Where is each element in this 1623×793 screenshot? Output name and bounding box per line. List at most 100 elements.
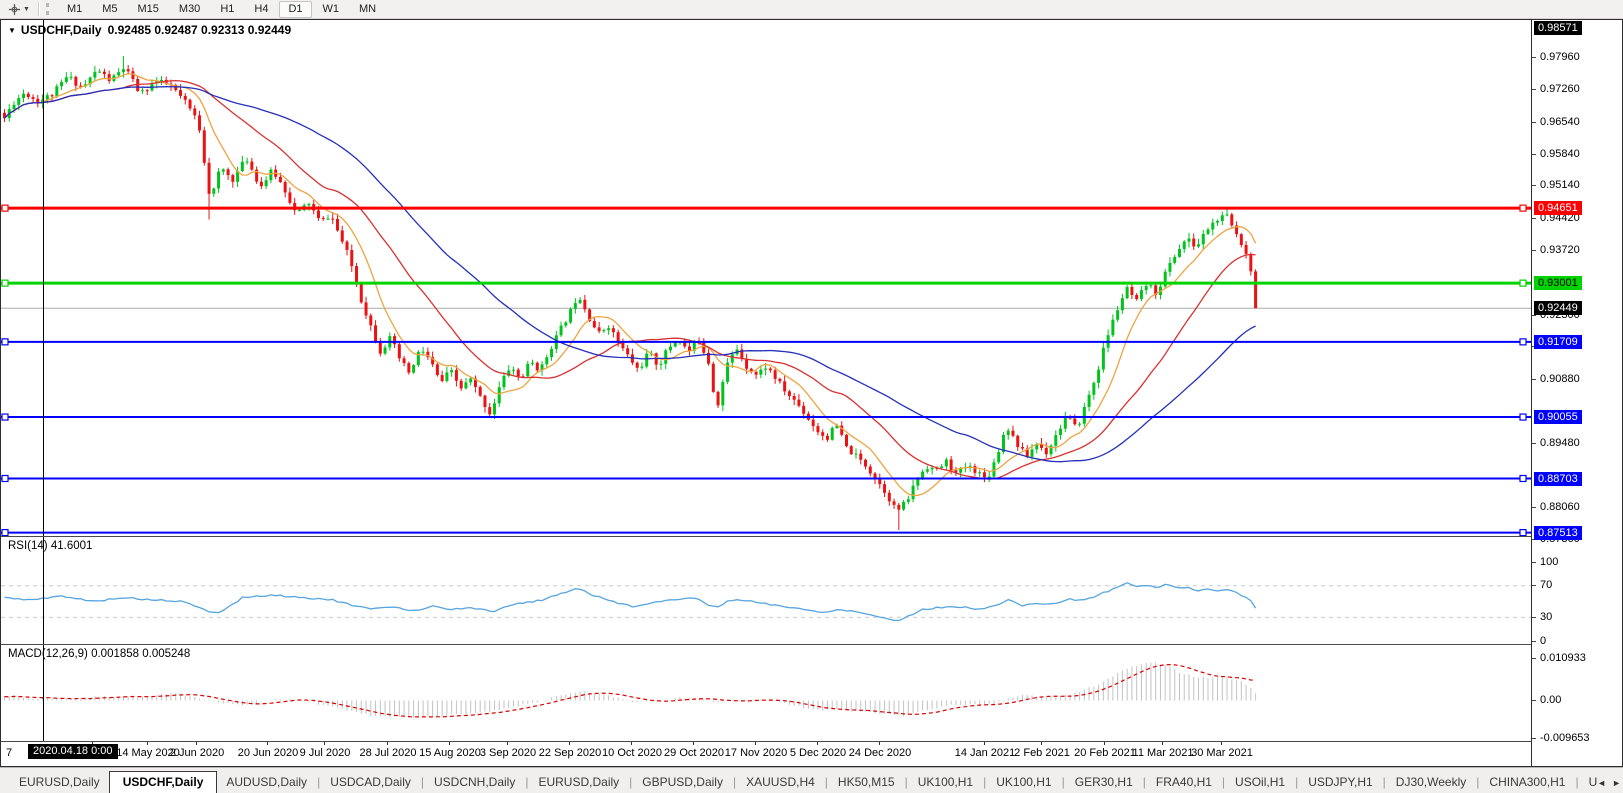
tab-separator: | — [732, 775, 737, 789]
tab-hk50-m15[interactable]: HK50,M15 — [837, 775, 895, 789]
tab-usdcnh-daily[interactable]: USDCNH,Daily — [434, 775, 516, 789]
macd-pane[interactable]: MACD(12,26,9) 0.001858 0.005248 — [1, 645, 1531, 742]
date-tick — [147, 742, 148, 745]
toolbar-grip-handle[interactable] — [45, 3, 52, 15]
date-label: 14 May 2020 — [116, 747, 180, 759]
axis-tick — [1532, 737, 1536, 739]
tab-gbpusd-daily[interactable]: GBPUSD,Daily — [642, 775, 723, 789]
axis-tick — [1532, 121, 1536, 123]
date-label: 17 Nov 2020 — [724, 747, 788, 759]
line-handle — [1, 474, 9, 483]
date-tick — [1041, 742, 1042, 745]
axis-tick — [1532, 57, 1536, 59]
line-handle — [1519, 279, 1527, 287]
chart-symbol-label: USDCHF,Daily — [20, 23, 102, 37]
tab-dj30-weekly[interactable]: DJ30,Weekly — [1395, 775, 1467, 789]
ma-52-line — [4, 86, 1256, 463]
axis-tick — [1532, 585, 1536, 587]
tab-separator: | — [1221, 775, 1226, 789]
date-label-clipped: 7 — [6, 747, 13, 759]
tab-xauusd-h4[interactable]: XAUUSD,H4 — [746, 775, 815, 789]
rsi-line — [4, 582, 1257, 622]
tab-scroll-left-icon[interactable]: ◄ — [1597, 778, 1607, 788]
price-axis[interactable]: 0.97960 0.97260 0.96540 0.95840 0.95140 0.944… — [1531, 20, 1621, 766]
date-label: 22 Sep 2020 — [538, 747, 602, 759]
date-label: 2 Feb 2021 — [1014, 747, 1070, 759]
top-toolbar: ▼ M1 M5 M15 M30 H1 H4 D1 W1 MN — [0, 0, 1623, 19]
tab-fra40-h1[interactable]: FRA40,H1 — [1155, 775, 1212, 789]
price-tick-0.96540: 0.96540 — [1540, 115, 1580, 128]
timeframe-button-d1[interactable]: D1 — [279, 0, 312, 18]
tab-usdchf-daily[interactable]: USDCHF,Daily — [108, 771, 218, 793]
line-handle — [1, 413, 9, 421]
date-label: 20 Feb 2021 — [1074, 747, 1136, 759]
line-price-label-0.88703: 0.88703 — [1534, 471, 1582, 486]
tab-separator: | — [1061, 775, 1065, 789]
tab-ger30-h1[interactable]: GER30,H1 — [1074, 775, 1133, 789]
price-tick-0.97260: 0.97260 — [1540, 83, 1580, 96]
tab-separator: | — [824, 775, 828, 789]
date-tick — [693, 742, 694, 745]
date-label: 14 Jan 2021 — [954, 747, 1016, 759]
tab-uk100-h1[interactable]: UK100,H1 — [996, 775, 1052, 789]
axis-tick — [1532, 561, 1536, 563]
main-chart-pane[interactable]: ▼ USDCHF,Daily 0.92485 0.92487 0.92313 0… — [1, 20, 1531, 537]
macd-values: 0.001858 0.005248 — [91, 648, 191, 660]
rsi-axis-70: 70 — [1540, 579, 1553, 592]
date-tick — [1162, 742, 1163, 745]
tab-separator: | — [1382, 775, 1386, 789]
price-tick-0.89480: 0.89480 — [1540, 436, 1580, 449]
chart-title: ▼ USDCHF,Daily 0.92485 0.92487 0.92313 0… — [8, 23, 291, 37]
chart-window: ▼ USDCHF,Daily 0.92485 0.92487 0.92313 0… — [0, 19, 1623, 767]
timeframe-button-h4[interactable]: H4 — [254, 2, 269, 15]
crosshair-tool-button[interactable]: ▼ — [4, 1, 34, 17]
date-label: 30 Mar 2021 — [1191, 747, 1253, 759]
date-tick — [196, 742, 197, 745]
rsi-pane[interactable]: RSI(14) 41.6001 — [1, 537, 1531, 645]
tab-usdjpy-h1[interactable]: USDJPY,H1 — [1308, 775, 1373, 789]
chart-plot-column: ▼ USDCHF,Daily 0.92485 0.92487 0.92313 0… — [1, 20, 1531, 766]
tab-scroll-right-icon[interactable]: ► — [1612, 778, 1621, 788]
edge-price-label: 0.98571 — [1534, 21, 1582, 35]
tab-usoil-h1[interactable]: USOil,H1 — [1235, 775, 1286, 789]
price-tick-0.95140: 0.95140 — [1540, 179, 1580, 192]
timeframe-button-m30[interactable]: M30 — [178, 2, 201, 15]
chart-menu-icon[interactable]: ▼ — [8, 25, 16, 35]
tab-separator: | — [420, 775, 424, 789]
tab-usdcad-daily[interactable]: USDCAD,Daily — [330, 775, 411, 789]
axis-tick — [1532, 89, 1536, 91]
tab-audusd-daily[interactable]: AUDUSD,Daily — [226, 775, 308, 789]
timeframe-button-h1[interactable]: H1 — [220, 2, 235, 15]
date-label: 11 Mar 2021 — [1132, 747, 1194, 759]
current-price-label: 0.92449 — [1534, 301, 1582, 316]
date-tick — [1104, 742, 1105, 745]
date-label: 2 Jun 2020 — [169, 747, 225, 759]
tab-scroll-arrows: ◄ ► — [1597, 778, 1621, 788]
date-tick — [817, 742, 818, 745]
price-tick-0.94420: 0.94420 — [1540, 212, 1580, 225]
timeframe-button-m15[interactable]: M15 — [137, 2, 159, 15]
tab-eurusd-daily[interactable]: EURUSD,Daily — [538, 775, 620, 789]
timeframe-button-mn[interactable]: MN — [359, 2, 377, 15]
price-tick-0.93720: 0.93720 — [1540, 243, 1580, 256]
timeframe-button-m1[interactable]: M1 — [66, 2, 83, 15]
line-handle — [1, 338, 9, 346]
tab-uk100-h1[interactable]: UK100,H1 — [917, 775, 974, 789]
timeframe-button-w1[interactable]: W1 — [322, 2, 340, 15]
line-price-label-0.93001: 0.93001 — [1534, 276, 1582, 291]
axis-tick — [1532, 218, 1536, 220]
tab-eurusd-daily[interactable]: EURUSD,Daily — [19, 775, 100, 789]
line-handle — [1, 279, 9, 287]
date-label: 10 Oct 2020 — [602, 747, 662, 759]
date-label: 3 Sep 2020 — [479, 747, 537, 759]
tab-china300-h1[interactable]: CHINA300,H1 — [1489, 775, 1566, 789]
chevron-down-icon: ▼ — [23, 5, 30, 13]
rsi-axis-100: 100 — [1540, 555, 1559, 568]
timeframe-button-m5[interactable]: M5 — [102, 2, 118, 15]
date-tick — [507, 742, 508, 745]
tab-separator: | — [525, 775, 529, 789]
toolbar-separator — [37, 2, 40, 16]
tab-u[interactable]: U — [1588, 775, 1598, 789]
date-tick — [387, 742, 388, 745]
